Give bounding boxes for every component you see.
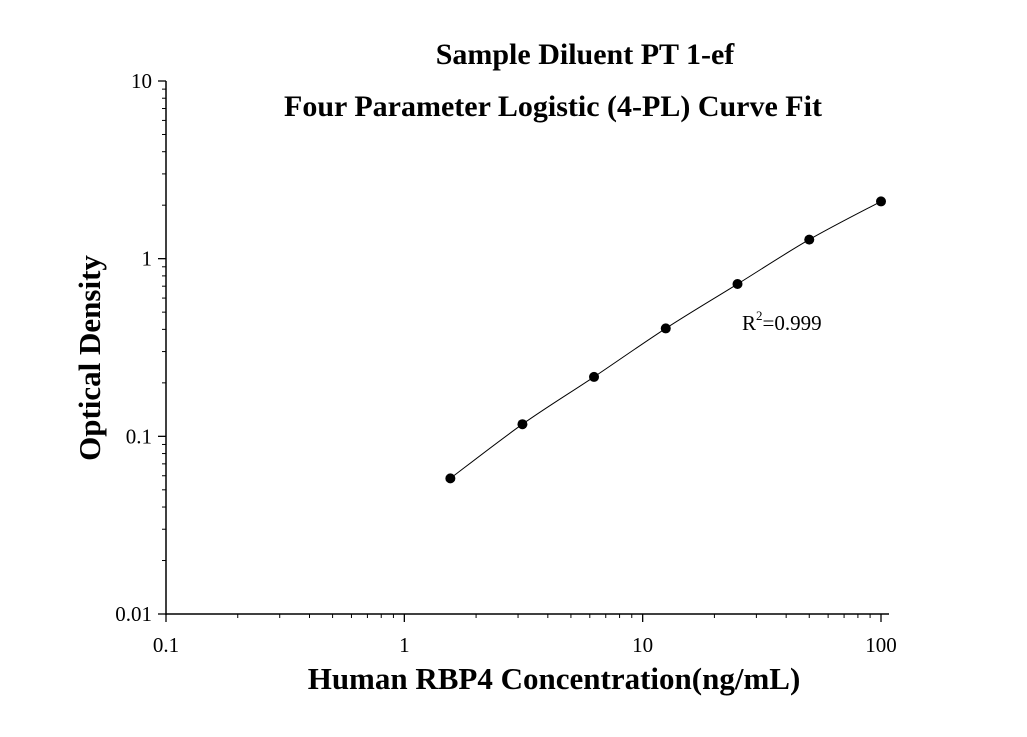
r-squared-value: =0.999 — [763, 311, 822, 335]
x-tick-label: 100 — [865, 633, 897, 657]
y-tick-label: 0.01 — [115, 602, 152, 626]
r-squared-annotation: R2=0.999 — [742, 308, 822, 335]
r-squared-superscript: 2 — [756, 308, 763, 323]
data-point — [445, 473, 456, 484]
data-point — [589, 371, 600, 382]
y-tick-label: 1 — [142, 247, 153, 271]
y-axis-label: Optical Density — [72, 255, 107, 461]
x-tick-label: 1 — [399, 633, 410, 657]
x-tick-label: 0.1 — [153, 633, 179, 657]
fit-curve — [450, 200, 882, 479]
chart-subtitle: Four Parameter Logistic (4-PL) Curve Fit — [284, 90, 822, 123]
chart-title: Sample Diluent PT 1-ef — [436, 38, 736, 71]
x-tick-label: 10 — [632, 633, 653, 657]
data-point — [804, 234, 815, 245]
fit-curve-layer — [450, 200, 882, 479]
x-axis-label: Human RBP4 Concentration(ng/mL) — [308, 661, 801, 696]
data-point — [876, 196, 886, 207]
data-point — [732, 279, 743, 290]
data-points — [445, 196, 886, 484]
data-point — [517, 419, 528, 430]
y-tick-label: 0.1 — [126, 424, 152, 448]
r-squared-label: R — [742, 311, 756, 335]
data-point — [660, 323, 671, 334]
y-tick-label: 10 — [131, 69, 152, 93]
